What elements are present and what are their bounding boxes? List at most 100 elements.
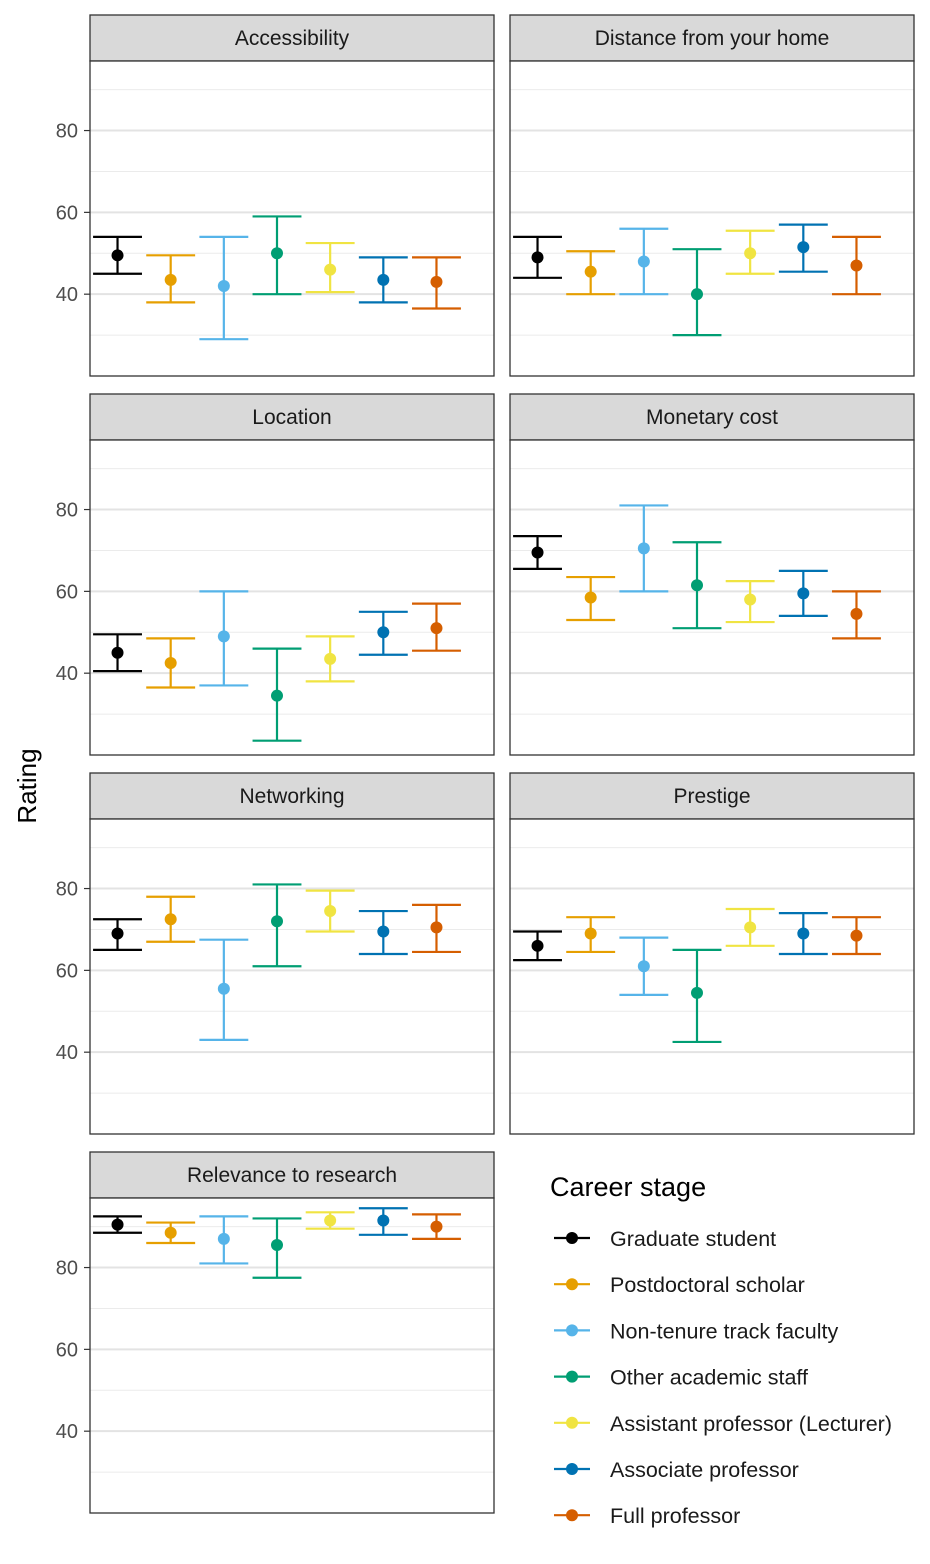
- errorbar: [252, 1217, 302, 1279]
- facet-title: Prestige: [673, 785, 750, 808]
- y-tick-label: 60: [56, 202, 78, 224]
- errorbar: [305, 635, 355, 683]
- mean-point: [850, 259, 863, 272]
- mean-point: [637, 542, 650, 555]
- errorbar: [358, 610, 408, 656]
- y-tick-label: 80: [56, 121, 78, 143]
- legend-label: Associate professor: [610, 1458, 799, 1482]
- errorbar: [778, 569, 828, 618]
- legend-label: Full professor: [610, 1504, 740, 1528]
- legend-entry: Other academic staff: [554, 1366, 808, 1390]
- facet-strip: [509, 393, 915, 441]
- legend-entry: Assistant professor (Lecturer): [554, 1412, 892, 1436]
- mean-point: [271, 915, 283, 928]
- errorbar: [566, 575, 616, 622]
- facet-strip: [89, 393, 495, 441]
- legend-entry: Postdoctoral scholar: [554, 1273, 805, 1297]
- mean-point: [217, 1232, 230, 1245]
- mean-point: [744, 247, 757, 260]
- facet-strip: [509, 772, 915, 820]
- errorbar: [412, 903, 461, 954]
- legend-label: Other academic staff: [610, 1366, 808, 1390]
- mean-point: [584, 265, 597, 278]
- mean-point: [377, 1214, 390, 1227]
- panel-background: [510, 440, 914, 755]
- mean-point: [531, 251, 544, 264]
- errorbar: [832, 916, 881, 956]
- mean-point: [111, 646, 124, 659]
- mean-point: [324, 263, 337, 276]
- panel-border: [509, 60, 915, 377]
- panel-background: [90, 1198, 494, 1513]
- legend-entry: Graduate student: [554, 1227, 776, 1251]
- errorbar: [146, 895, 196, 943]
- errorbar: [672, 948, 722, 1044]
- errorbar: [93, 633, 142, 673]
- y-tick-label: 60: [56, 1339, 78, 1361]
- y-tick-label: 80: [56, 500, 78, 522]
- errorbar: [252, 883, 302, 968]
- mean-point: [584, 927, 597, 940]
- y-tick-label: 80: [56, 1258, 78, 1280]
- errorbar: [146, 1221, 196, 1245]
- mean-point: [377, 273, 390, 286]
- facet-strip: [509, 14, 915, 62]
- mean-point: [324, 1214, 337, 1227]
- errorbar: [93, 235, 142, 275]
- legend-key-point: [566, 1509, 578, 1522]
- errorbar: [305, 889, 355, 933]
- errorbar: [199, 1215, 249, 1265]
- errorbar: [725, 580, 775, 624]
- errorbar: [412, 256, 461, 310]
- mean-point: [377, 626, 390, 639]
- mean-point: [111, 249, 124, 262]
- panel-background: [90, 440, 494, 755]
- legend-key-point: [566, 1416, 578, 1429]
- panel-border: [509, 439, 915, 756]
- errorbar: [725, 907, 775, 947]
- mean-point: [744, 921, 757, 934]
- facet-panel: Distance from your home: [509, 14, 915, 377]
- errorbar: [412, 1213, 461, 1241]
- mean-point: [217, 280, 230, 292]
- errorbar: [146, 637, 196, 689]
- errorbar: [305, 1211, 355, 1230]
- legend-key-point: [566, 1370, 578, 1383]
- mean-point: [430, 622, 443, 635]
- y-tick-label: 60: [56, 581, 78, 603]
- facet-panel: Location 40 60 80: [56, 393, 495, 756]
- mean-point: [217, 982, 230, 995]
- mean-point: [744, 593, 757, 606]
- mean-point: [111, 927, 124, 940]
- panel-border: [509, 818, 915, 1135]
- mean-point: [850, 607, 863, 620]
- y-tick-label: 40: [56, 663, 78, 685]
- errorbar: [832, 590, 881, 640]
- legend-entry: Full professor: [554, 1504, 740, 1528]
- facet-strip: [89, 14, 495, 62]
- mean-point: [324, 652, 337, 665]
- mean-point: [691, 579, 703, 592]
- panel-background: [510, 61, 914, 376]
- errorbar: [619, 936, 669, 997]
- mean-point: [271, 689, 283, 702]
- mean-point: [164, 913, 177, 926]
- mean-point: [531, 939, 544, 952]
- errorbar: [199, 590, 249, 687]
- legend-label: Graduate student: [610, 1227, 776, 1251]
- errorbar: [199, 235, 249, 341]
- legend-label: Assistant professor (Lecturer): [610, 1412, 892, 1436]
- legend-entry: Non-tenure track faculty: [554, 1319, 838, 1343]
- mean-point: [271, 1239, 283, 1252]
- mean-point: [430, 921, 443, 934]
- errorbar: [513, 535, 562, 570]
- mean-point: [850, 929, 863, 942]
- errorbar: [619, 504, 669, 593]
- mean-point: [324, 905, 337, 918]
- mean-point: [637, 255, 650, 268]
- panel-border: [89, 439, 495, 756]
- mean-point: [164, 273, 177, 286]
- facet-strip: [89, 772, 495, 820]
- mean-point: [584, 591, 597, 604]
